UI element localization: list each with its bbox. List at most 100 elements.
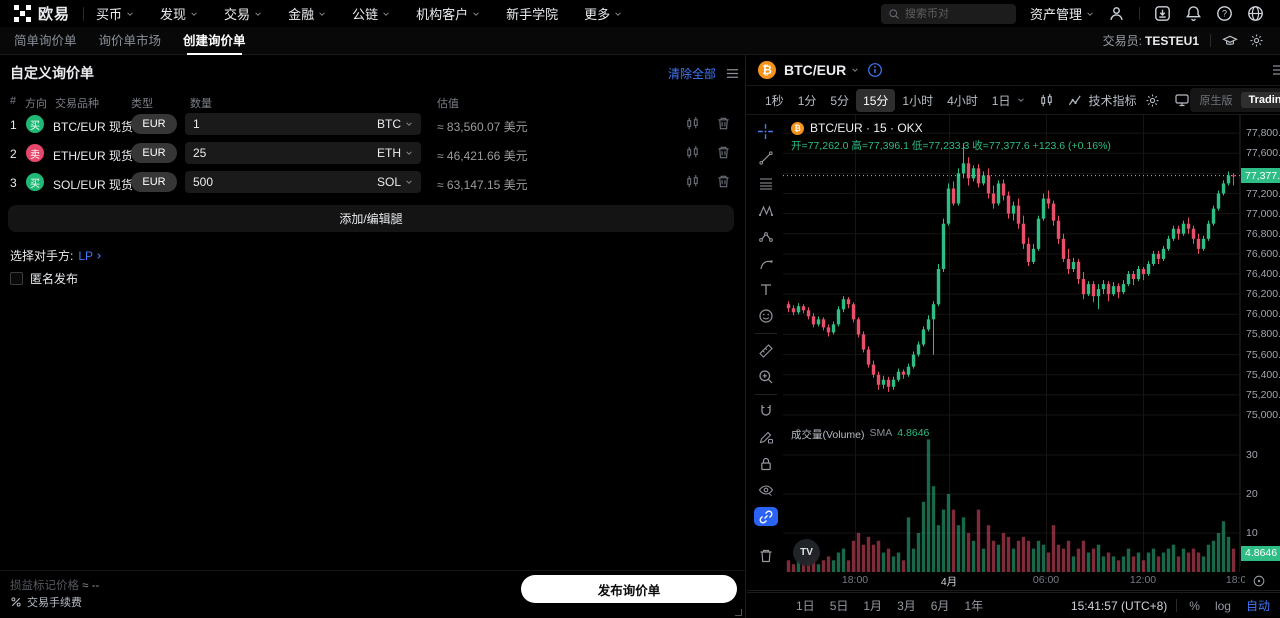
okx-logo-icon (14, 5, 31, 22)
anonymous-checkbox[interactable] (10, 272, 23, 285)
menu-more[interactable]: 更多 (584, 4, 622, 23)
chart-style-icon[interactable] (1039, 93, 1054, 108)
range-1mo[interactable]: 1月 (863, 599, 883, 613)
chart-settings-gear-icon[interactable] (1145, 93, 1160, 108)
tutorial-icon[interactable] (1222, 33, 1238, 49)
settings-gear-icon[interactable] (1249, 33, 1264, 48)
search-input[interactable] (904, 7, 1005, 20)
chart-clock[interactable]: 15:41:57 (UTC+8) (1070, 598, 1168, 613)
tf-15m[interactable]: 15分 (856, 88, 896, 112)
delete-leg-icon[interactable] (716, 116, 731, 131)
sync-drawings-tool-icon[interactable] (753, 506, 778, 527)
menu-discover[interactable]: 发现 (160, 4, 198, 23)
unit-selector[interactable]: ETH (377, 146, 413, 160)
unit-selector[interactable]: BTC (377, 117, 413, 131)
help-icon[interactable]: ? (1216, 5, 1233, 22)
delete-leg-icon[interactable] (716, 145, 731, 160)
range-1d[interactable]: 1日 (796, 599, 815, 613)
zoom-in-tool-icon[interactable] (754, 367, 778, 386)
currency-type-pill[interactable]: EUR (131, 143, 177, 163)
currency-type-pill[interactable]: EUR (131, 114, 177, 134)
emoji-tool-icon[interactable] (754, 307, 778, 326)
text-tool-icon[interactable] (754, 280, 778, 299)
range-5d[interactable]: 5日 (829, 599, 849, 613)
trendline-tool-icon[interactable] (754, 148, 778, 167)
tf-1m[interactable]: 1分 (797, 93, 817, 108)
menu-institutional[interactable]: 机构客户 (416, 4, 480, 23)
amount-input[interactable] (193, 117, 333, 131)
timeframe-toolbar: 1秒 1分 5分 15分 1小时 4小时 1日 技术指标 原生版 Trading… (747, 86, 1280, 115)
measure-tool-icon[interactable] (754, 341, 778, 360)
tf-1h[interactable]: 1小时 (902, 93, 934, 108)
native-mode-option[interactable]: 原生版 (1199, 95, 1233, 107)
fib-tool-icon[interactable] (754, 175, 778, 194)
chevron-down-icon (473, 11, 479, 16)
tab-create-rfq[interactable]: 创建询价单 (183, 27, 246, 55)
chart-candles-icon[interactable] (685, 145, 700, 160)
chevron-down-icon (406, 122, 412, 126)
menu-trade[interactable]: 交易 (224, 4, 262, 23)
language-globe-icon[interactable] (1247, 5, 1264, 22)
trading-fee-link[interactable]: 交易手续费 (10, 594, 82, 610)
magnet-tool-icon[interactable] (754, 401, 778, 420)
hide-drawings-tool-icon[interactable] (754, 481, 778, 500)
menu-buy-crypto[interactable]: 买币 (96, 4, 134, 23)
price-axis[interactable]: 77,800.077,600.077,400.077,200.077,000.0… (1240, 115, 1280, 566)
time-axis[interactable]: 18:00 4月 06:00 12:00 18:00 (783, 572, 1245, 590)
currency-type-pill[interactable]: EUR (131, 172, 177, 192)
tradingview-mode-option[interactable]: TradingView (1240, 92, 1280, 108)
table-row: 3 买 SOL/EUR 现货 EUR SOL ≈ 63,147.15 美元 (0, 168, 745, 197)
pattern-tool-icon[interactable] (754, 201, 778, 220)
okx-logo[interactable]: 欧易 (14, 3, 70, 24)
menu-academy[interactable]: 新手学院 (506, 7, 559, 22)
draw-lock-tool-icon[interactable] (754, 428, 778, 447)
tf-1s[interactable]: 1秒 (765, 93, 784, 108)
forecast-tool-icon[interactable] (754, 228, 778, 247)
assets-menu[interactable]: 资产管理 (1030, 4, 1094, 23)
publish-rfq-button[interactable]: 发布询价单 (521, 575, 737, 603)
side-badge-buy: 买 (26, 173, 44, 191)
clear-all-button[interactable]: 清除全部 (667, 66, 716, 81)
log-scale-button[interactable]: log (1214, 598, 1231, 613)
axis-settings-icon[interactable] (1252, 574, 1266, 588)
lock-all-tool-icon[interactable] (754, 454, 778, 473)
symbol-selector[interactable]: BTC/EUR (784, 62, 859, 78)
candlestick-chart[interactable] (783, 115, 1240, 572)
tf-1d[interactable]: 1日 (991, 93, 1011, 108)
tab-simple-rfq[interactable]: 简单询价单 (14, 33, 77, 48)
range-1y[interactable]: 1年 (964, 599, 984, 613)
indicators-button[interactable]: 技术指标 (1068, 92, 1137, 109)
remove-drawings-tool-icon[interactable] (754, 547, 778, 566)
tab-rfq-market[interactable]: 询价单市场 (98, 33, 162, 48)
add-edit-leg-button[interactable]: 添加/编辑腿 (8, 205, 734, 232)
snapshot-icon[interactable] (1174, 92, 1190, 108)
delete-leg-icon[interactable] (716, 174, 731, 189)
tf-5m[interactable]: 5分 (830, 93, 850, 108)
tf-4h[interactable]: 4小时 (947, 93, 978, 108)
info-icon[interactable] (867, 62, 883, 78)
amount-input[interactable] (193, 175, 333, 189)
timeframe-dropdown-icon[interactable] (1017, 96, 1025, 104)
brush-tool-icon[interactable] (754, 254, 778, 273)
chart-candles-icon[interactable] (685, 174, 700, 189)
menu-chain[interactable]: 公链 (352, 4, 390, 23)
percent-scale-button[interactable]: % (1189, 598, 1200, 613)
chart-menu-icon[interactable] (1272, 63, 1280, 77)
panel-resize-handle[interactable] (735, 609, 742, 616)
counterparty-select[interactable]: LP (78, 249, 103, 263)
auto-scale-button[interactable]: 自动 (1245, 599, 1270, 613)
chart-candles-icon[interactable] (685, 116, 700, 131)
crosshair-tool-icon[interactable] (754, 122, 778, 141)
col-amount: 数量 (190, 98, 212, 110)
unit-selector[interactable]: SOL (377, 175, 413, 189)
panel-menu-icon[interactable] (726, 67, 739, 80)
notifications-icon[interactable] (1185, 5, 1202, 22)
amount-input[interactable] (193, 146, 333, 160)
search-box[interactable] (880, 3, 1016, 24)
download-app-icon[interactable] (1154, 5, 1171, 22)
tradingview-logo[interactable]: TV (793, 539, 820, 566)
range-6mo[interactable]: 6月 (930, 599, 950, 613)
range-3mo[interactable]: 3月 (897, 599, 916, 613)
profile-icon[interactable] (1108, 5, 1125, 22)
menu-finance[interactable]: 金融 (288, 4, 326, 23)
